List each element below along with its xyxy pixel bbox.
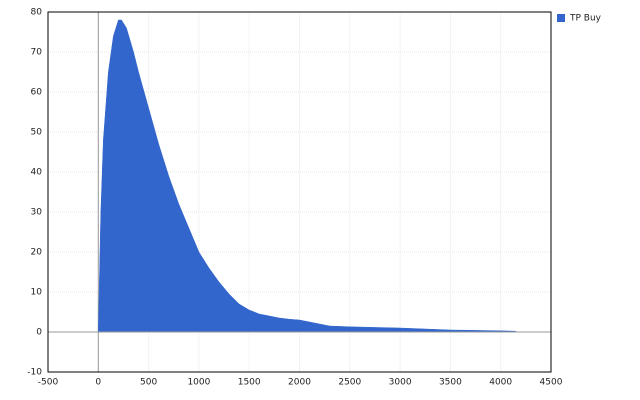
x-tick-label: 500 [140,378,157,388]
x-tick-label: 3500 [439,378,462,388]
legend-label: TP Buy [569,14,602,24]
x-tick-label: -500 [38,378,59,388]
y-tick-label: 10 [31,288,43,298]
area [98,19,517,333]
x-tick-label: 2500 [338,378,361,388]
plot-frame [47,11,552,373]
y-tick-label: 40 [31,168,43,178]
x-tick-label: 0 [95,378,101,388]
x-tick-label: 2000 [288,378,311,388]
y-tick-label: 0 [36,328,42,338]
x-tick-label: 4000 [489,378,512,388]
y-tick-label: 30 [31,208,43,218]
x-tick-label: 3000 [389,378,412,388]
y-tick-label: 20 [31,248,43,258]
y-tick-label: 80 [31,8,43,18]
x-tick-label: 4500 [540,378,563,388]
y-tick-label: -10 [27,368,42,378]
y-tick-label: 50 [31,128,43,138]
x-tick-label: 1000 [187,378,210,388]
x-tick-label: 1500 [238,378,261,388]
y-tick-label: 60 [31,88,43,98]
y-tick-label: 70 [31,48,43,58]
legend-swatch [557,14,565,22]
